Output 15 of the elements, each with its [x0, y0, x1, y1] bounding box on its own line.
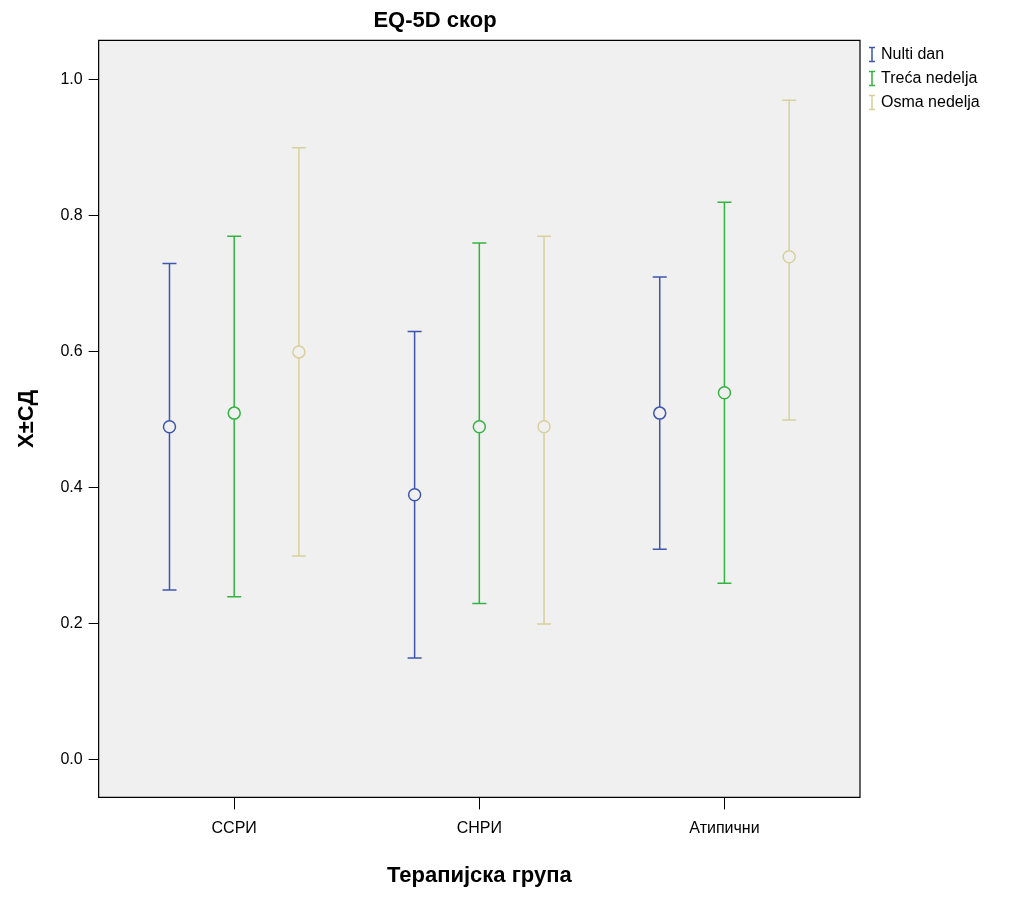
y-tick-label: 0.4	[60, 478, 83, 496]
y-tick-label: 0.0	[60, 750, 83, 768]
y-tick-label: 0.6	[60, 342, 83, 360]
x-tick-label: Атипични	[689, 819, 760, 837]
legend-label: Osma nedelja	[881, 92, 980, 110]
legend-label: Nulti dan	[881, 44, 945, 62]
x-axis-title: Терапијска група	[386, 861, 573, 887]
y-axis-title: X±СД	[13, 389, 39, 448]
x-tick-label: СНРИ	[456, 819, 502, 837]
chart-title: EQ-5D скор	[373, 7, 497, 33]
legend-label: Treća nedelja	[881, 68, 978, 86]
x-tick-label: ССРИ	[211, 819, 257, 837]
y-tick-label: 0.2	[60, 614, 83, 632]
y-tick-label: 0.8	[60, 206, 83, 224]
y-tick-label: 1.0	[60, 70, 83, 88]
